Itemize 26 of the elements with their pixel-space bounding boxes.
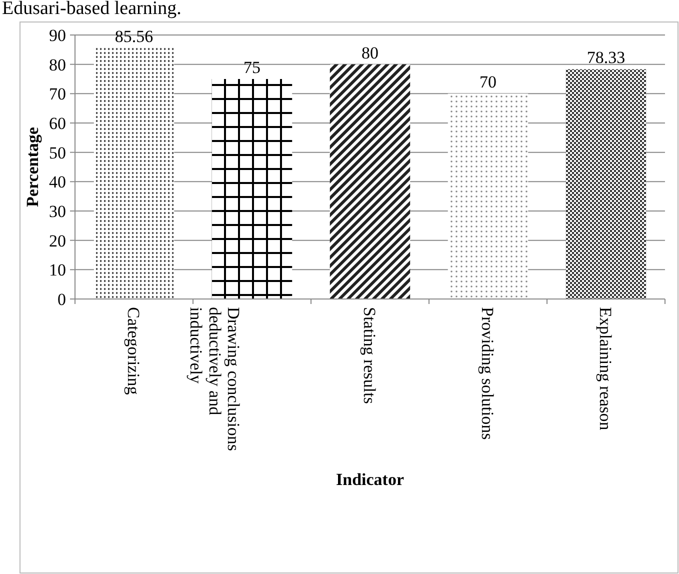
text: Edusari-based learning. xyxy=(2,0,182,19)
data-label: 78.33 xyxy=(586,48,626,68)
bar xyxy=(330,64,410,299)
y-tick-label: 40 xyxy=(49,172,66,192)
data-label: 85.56 xyxy=(114,27,154,46)
y-tick-label: 60 xyxy=(49,114,66,133)
data-label: 80 xyxy=(362,43,378,62)
y-tick-label: 50 xyxy=(49,143,66,162)
x-tick-label: Categorizing xyxy=(124,307,144,396)
y-tick-label: 80 xyxy=(49,55,66,74)
x-tick-label: Providing solutions xyxy=(478,307,498,440)
y-tick-label: 30 xyxy=(49,202,66,221)
x-tick-label: Explaining reason xyxy=(596,307,616,431)
bar xyxy=(94,48,174,299)
x-axis-title: Indicator xyxy=(336,470,404,489)
x-tick-label: Stating results xyxy=(360,307,380,404)
data-label: 75 xyxy=(244,58,260,77)
y-tick-label: 0 xyxy=(58,290,66,309)
y-axis-title: Percentage xyxy=(23,126,42,207)
bar xyxy=(566,69,646,299)
data-label: 70 xyxy=(480,72,496,92)
y-tick-label: 70 xyxy=(49,84,66,104)
y-tick-label: 10 xyxy=(49,260,66,280)
y-tick-label: 90 xyxy=(49,26,66,45)
x-tick-label: Drawing conclusions deductively and inductively xyxy=(186,307,244,452)
y-tick-label: 20 xyxy=(49,231,66,250)
